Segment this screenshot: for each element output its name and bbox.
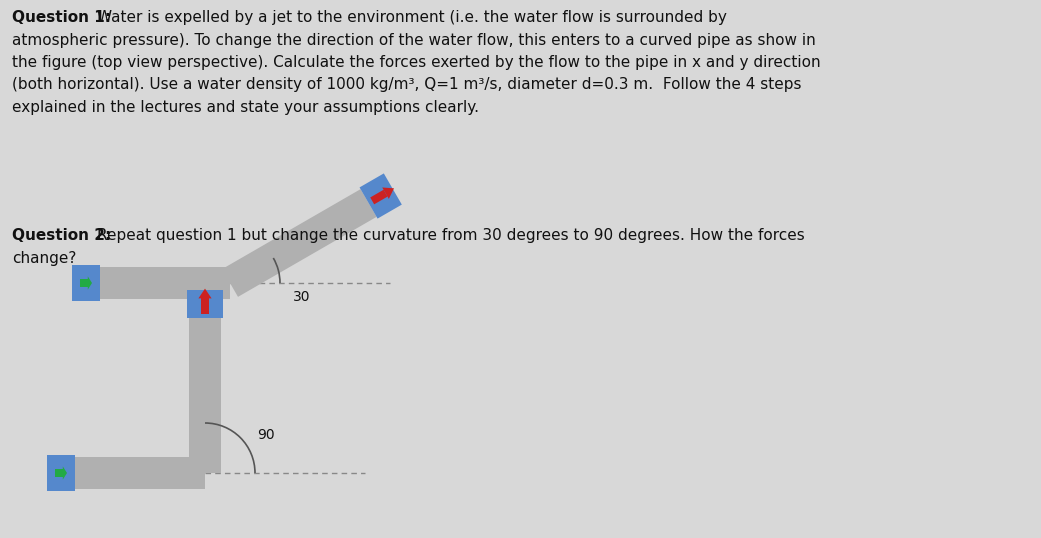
Polygon shape [201,299,209,314]
Text: Repeat question 1 but change the curvature from 30 degrees to 90 degrees. How th: Repeat question 1 but change the curvatu… [97,228,805,243]
Polygon shape [47,455,75,491]
Polygon shape [75,457,205,489]
Polygon shape [55,469,62,477]
Polygon shape [199,288,211,299]
Text: Question 1:: Question 1: [12,10,111,25]
Polygon shape [189,318,221,473]
Text: change?: change? [12,251,76,265]
Polygon shape [371,190,387,204]
Text: Question 2:: Question 2: [12,228,111,243]
Text: the figure (top view perspective). Calculate the forces exerted by the flow to t: the figure (top view perspective). Calcu… [12,55,820,70]
Polygon shape [222,189,377,297]
Polygon shape [87,277,92,289]
Text: atmospheric pressure). To change the direction of the water flow, this enters to: atmospheric pressure). To change the dir… [12,32,816,47]
Polygon shape [187,290,223,318]
Polygon shape [382,187,395,199]
Polygon shape [359,173,402,218]
Polygon shape [72,265,100,301]
Polygon shape [80,279,87,287]
Polygon shape [100,267,230,299]
Text: explained in the lectures and state your assumptions clearly.: explained in the lectures and state your… [12,100,479,115]
Text: 30: 30 [293,290,310,304]
Polygon shape [62,466,67,479]
Text: Water is expelled by a jet to the environment (i.e. the water flow is surrounded: Water is expelled by a jet to the enviro… [97,10,727,25]
Text: (both horizontal). Use a water density of 1000 kg/m³, Q=1 m³/s, diameter d=0.3 m: (both horizontal). Use a water density o… [12,77,802,93]
Text: 90: 90 [257,428,274,442]
